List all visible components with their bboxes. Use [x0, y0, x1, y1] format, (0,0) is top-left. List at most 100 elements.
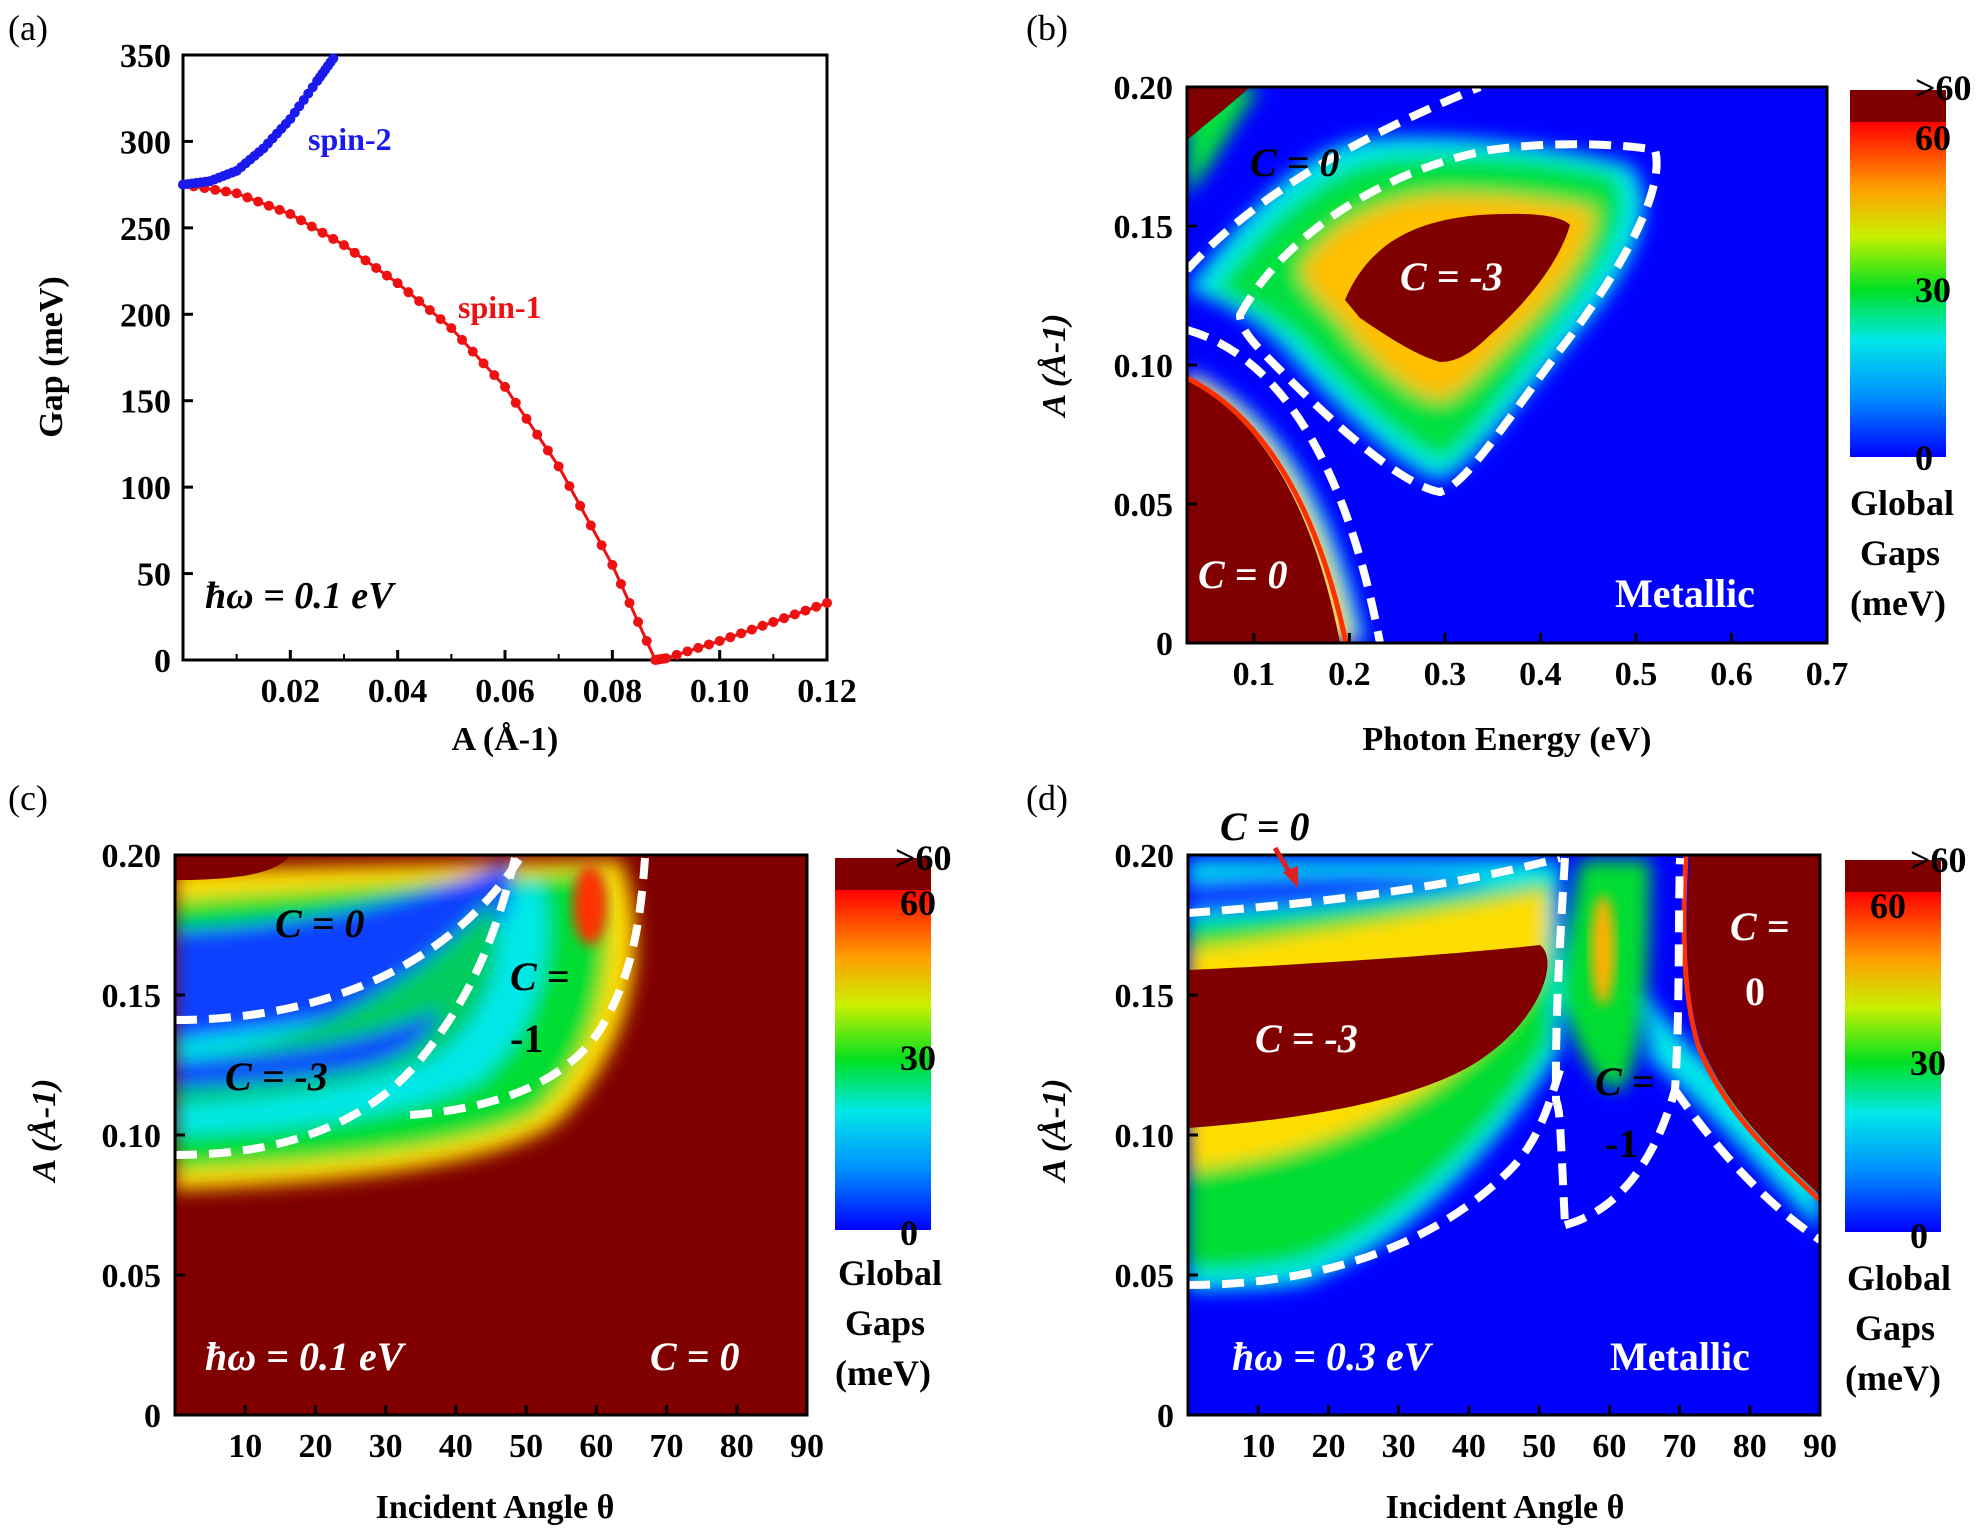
panel-d-xlabel: Incident Angle θ: [1386, 1489, 1625, 1526]
y-tick-label: 0: [1156, 626, 1173, 663]
colorbar-tick: 60: [900, 883, 936, 923]
colorbar-title: Gaps: [1860, 533, 1940, 573]
colorbar-tick: 30: [900, 1038, 936, 1078]
region-label: C = -3: [1255, 1016, 1358, 1061]
data-point: [822, 597, 832, 608]
panel-a: (a) 0.02 0.04 0.06 0.08 0.10 0.12 0 50 100 150 200…: [8, 8, 857, 758]
y-tick-label: 0: [154, 643, 171, 680]
data-point: [220, 186, 231, 197]
data-point: [789, 609, 800, 620]
panel-a-ylabel: Gap (meV): [33, 276, 70, 437]
data-point: [725, 632, 736, 643]
x-tick-label: 80: [720, 1428, 754, 1465]
x-tick-label: 80: [1733, 1428, 1767, 1465]
data-point: [360, 255, 371, 266]
panel-label-c: (c): [8, 778, 48, 818]
colorbar-tick: 30: [1915, 270, 1951, 310]
panel-d: (d) 10 20 30: [1026, 778, 1967, 1526]
y-tick-label: 250: [120, 211, 171, 248]
region-label: C = 0: [1220, 804, 1309, 849]
data-point: [714, 635, 725, 646]
x-tick-label: 0.10: [690, 673, 750, 710]
y-tick-label: 300: [120, 124, 171, 161]
x-tick-label: 0.5: [1615, 656, 1658, 693]
data-point: [671, 649, 682, 660]
x-tick-label: 90: [1803, 1428, 1837, 1465]
data-point: [779, 613, 790, 624]
region-label: C = 0: [275, 901, 364, 946]
data-point: [263, 200, 274, 211]
data-point: [553, 461, 564, 472]
data-point: [231, 188, 242, 199]
data-point: [607, 559, 618, 570]
panel-c-boundaries: [175, 855, 649, 1159]
data-point: [328, 233, 339, 244]
data-point: [253, 196, 264, 207]
data-point: [703, 639, 714, 650]
panel-c-annotation: ħω = 0.1 eV: [205, 1334, 407, 1379]
colorbar-b: >60 60 30 0 Global Gaps (meV): [1850, 68, 1972, 623]
y-tick-label: 0.10: [1114, 348, 1174, 385]
panel-a-annotation: ħω = 0.1 eV: [205, 575, 396, 617]
region-label: C = -3: [225, 1054, 328, 1099]
y-tick-label: 0.20: [102, 838, 162, 875]
colorbar-tick: 60: [1870, 886, 1906, 926]
colorbar-top-label: >60: [1915, 68, 1972, 108]
region-label: Metallic: [1615, 571, 1755, 616]
colorbar-title: Global: [1847, 1258, 1951, 1298]
data-point: [210, 184, 221, 195]
y-tick-label: 350: [120, 38, 171, 75]
y-tick-label: 100: [120, 470, 171, 507]
panel-d-heatmap: [1188, 855, 1820, 1415]
panel-c-xlabel: Incident Angle θ: [376, 1489, 615, 1526]
colorbar-tick: 0: [1915, 438, 1933, 478]
y-tick-label: 50: [137, 557, 171, 594]
colorbar-tick: 0: [900, 1213, 918, 1253]
colorbar-d: >60 60 30 0 Global Gaps (meV): [1845, 840, 1967, 1398]
colorbar-title: (meV): [1850, 583, 1946, 623]
region-label: -1: [510, 1016, 543, 1061]
panel-d-annotation: ħω = 0.3 eV: [1232, 1334, 1434, 1379]
data-point: [392, 278, 403, 289]
panel-b: (b) 0.1 0.2 0.3 0.4 0.5 0.6 0.700.050.100.1: [1026, 8, 1972, 758]
y-tick-label: 0.15: [102, 978, 162, 1015]
data-point: [317, 227, 328, 238]
data-point: [768, 616, 779, 627]
data-point: [381, 270, 392, 281]
series-label-spin-1: spin-1: [458, 289, 542, 325]
y-tick-label: 0.20: [1115, 838, 1175, 875]
x-tick-label: 50: [1522, 1428, 1556, 1465]
x-tick-label: 0.4: [1519, 656, 1562, 693]
data-point: [575, 500, 586, 511]
region-label: Metallic: [1610, 1334, 1750, 1379]
panel-a-xlabel: A (Å-1): [452, 721, 559, 758]
panel-c-ylabel: A (Å-1): [26, 1079, 63, 1184]
data-point: [478, 358, 489, 369]
data-point: [242, 192, 253, 203]
x-tick-label: 0.04: [368, 673, 428, 710]
data-point: [542, 445, 553, 456]
panel-b-heatmap: [1187, 87, 1827, 643]
panel-label-b: (b): [1026, 8, 1068, 48]
colorbar-top-label: >60: [895, 838, 952, 878]
data-point: [435, 314, 446, 325]
x-tick-label: 70: [1663, 1428, 1697, 1465]
region-label: C = 0: [1198, 552, 1287, 597]
x-tick-label: 0.1: [1233, 656, 1276, 693]
y-tick-label: 0.15: [1114, 209, 1174, 246]
data-point: [510, 397, 521, 408]
data-point: [564, 481, 575, 492]
region-label: C =: [1730, 904, 1789, 949]
panel-a-series: [178, 53, 832, 665]
data-point: [467, 346, 478, 357]
x-tick-label: 10: [228, 1428, 262, 1465]
x-tick-label: 40: [439, 1428, 473, 1465]
colorbar-title: (meV): [835, 1353, 931, 1393]
y-tick-label: 0.05: [1114, 487, 1174, 524]
panel-label-d: (d): [1026, 778, 1068, 818]
panel-b-xlabel: Photon Energy (eV): [1363, 721, 1652, 758]
data-point: [274, 204, 285, 215]
y-tick-label: 0.10: [102, 1118, 162, 1155]
data-point: [596, 540, 607, 551]
